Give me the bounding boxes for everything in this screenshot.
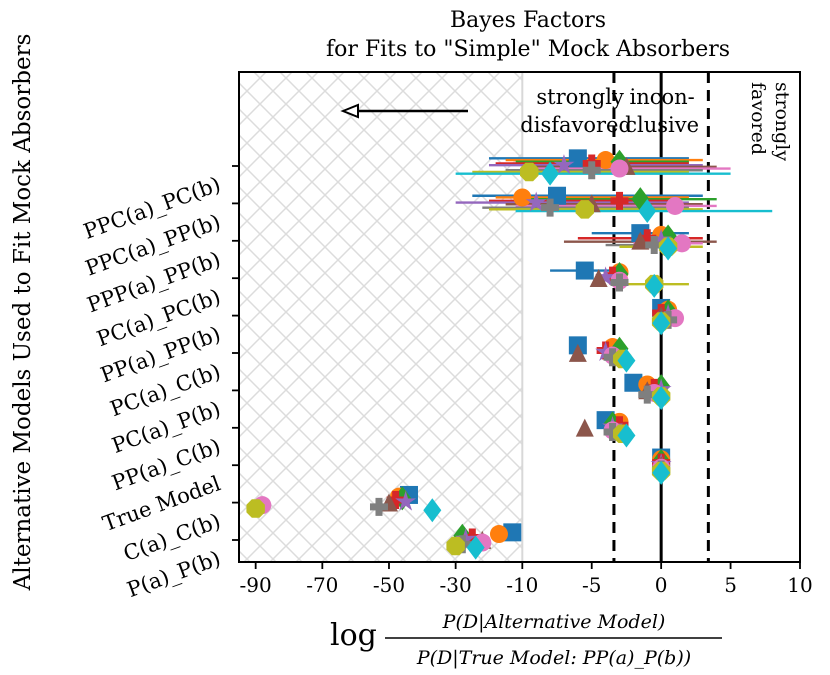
marker-s10-7 xyxy=(617,423,636,448)
x-tick-label: 10 xyxy=(787,573,812,597)
marker-s4-1 xyxy=(610,191,629,210)
region-annotations: strongly disfavored incon- clusive stron… xyxy=(520,82,793,161)
marker-s10-2 xyxy=(659,236,678,261)
marker-s7-1 xyxy=(666,196,685,215)
marker-s10-6 xyxy=(652,386,671,411)
marker-s10-1 xyxy=(638,199,657,224)
x-axis-label: log P(D|Alternative Model) P(D|True Mode… xyxy=(330,611,722,669)
annotation-strongly-disfavored-line-2: disfavored xyxy=(520,113,632,137)
annotation-inconclusive-line-1: incon- xyxy=(630,85,695,109)
marker-s8-1 xyxy=(541,198,560,217)
x-axis-label-numerator: P(D|Alternative Model) xyxy=(442,611,666,633)
annotation-inconclusive-line-2: clusive xyxy=(625,113,699,137)
hatched-region xyxy=(239,72,523,562)
marker-s5-1 xyxy=(525,191,547,212)
disfavored-arrow xyxy=(340,103,468,119)
y-axis: PPC(a)_PC(b)PPC(a)_PP(b)PPP(a)_PP(b)PC(a… xyxy=(80,165,239,602)
marker-s6-7 xyxy=(575,418,594,437)
marker-s4-9 xyxy=(386,491,405,510)
marker-s5-0 xyxy=(553,154,575,175)
marker-s10-5 xyxy=(617,348,636,373)
marker-s10-0 xyxy=(541,161,560,186)
arrow-head xyxy=(340,103,359,119)
annotation-strongly-favored-line-1: strongly xyxy=(771,82,793,161)
marker-s1-0 xyxy=(568,149,587,168)
x-tick-label: -50 xyxy=(373,573,405,597)
x-tick-label: 5 xyxy=(724,573,737,597)
marker-s8-3 xyxy=(610,273,629,292)
x-axis-label-log: log xyxy=(330,618,377,653)
x-tick-label: -70 xyxy=(306,573,338,597)
marker-s8-0 xyxy=(582,161,601,180)
marker-s9-9 xyxy=(246,499,265,518)
marker-s6-5 xyxy=(568,343,587,362)
annotation-strongly-favored-line-2: favored xyxy=(747,82,769,155)
marker-s2-0 xyxy=(596,151,615,170)
x-axis-label-denominator: P(D|True Model: PP(a)_P(b)) xyxy=(416,647,691,669)
x-tick-label: -5 xyxy=(582,573,601,597)
marker-s10-10 xyxy=(466,535,485,560)
marker-s5-2 xyxy=(650,228,672,249)
x-tick-label: 0 xyxy=(655,573,668,597)
y-axis-label: Alternative Models Used to Fit Mock Abso… xyxy=(10,34,36,592)
x-axis: -90 -70 -50 -30 -10 -5 0 5 10 xyxy=(240,562,813,597)
annotation-strongly-disfavored-line-1: strongly xyxy=(536,85,624,109)
chart-title-line-2: for Fits to "Simple" Mock Absorbers xyxy=(326,37,730,62)
marker-s6-3 xyxy=(589,269,608,288)
marker-s10-3 xyxy=(645,273,664,298)
marker-s8-7 xyxy=(603,423,622,442)
marker-s9-10 xyxy=(446,536,465,556)
chart-title-line-1: Bayes Factors xyxy=(450,8,606,33)
marker-s10-9 xyxy=(423,498,442,523)
marker-s5-9 xyxy=(395,490,417,511)
marker-s1-3 xyxy=(575,261,594,280)
x-tick-label: -10 xyxy=(506,573,538,597)
x-tick-label: -30 xyxy=(440,573,472,597)
marker-s9-0 xyxy=(520,162,539,182)
data-markers xyxy=(246,149,691,560)
marker-s4-2 xyxy=(638,229,657,248)
marker-s1-10 xyxy=(503,523,522,542)
marker-s2-1 xyxy=(513,188,532,207)
marker-s2-10 xyxy=(489,525,508,544)
marker-s5-3 xyxy=(595,266,617,287)
marker-s1-6 xyxy=(624,373,643,392)
marker-s9-1 xyxy=(575,200,595,219)
marker-s8-5 xyxy=(603,348,622,367)
marker-s8-9 xyxy=(369,497,388,516)
chart-title: Bayes Factors for Fits to "Simple" Mock … xyxy=(326,8,730,62)
marker-s8-6 xyxy=(638,385,657,404)
marker-s10-4 xyxy=(652,311,671,336)
plot-frame xyxy=(238,71,801,563)
marker-s6-2 xyxy=(631,231,650,250)
x-tick-label: -90 xyxy=(240,573,272,597)
marker-s7-0 xyxy=(610,159,629,178)
marker-s8-2 xyxy=(645,236,664,255)
marker-s10-8 xyxy=(652,460,671,485)
marker-s7-2 xyxy=(672,234,691,253)
